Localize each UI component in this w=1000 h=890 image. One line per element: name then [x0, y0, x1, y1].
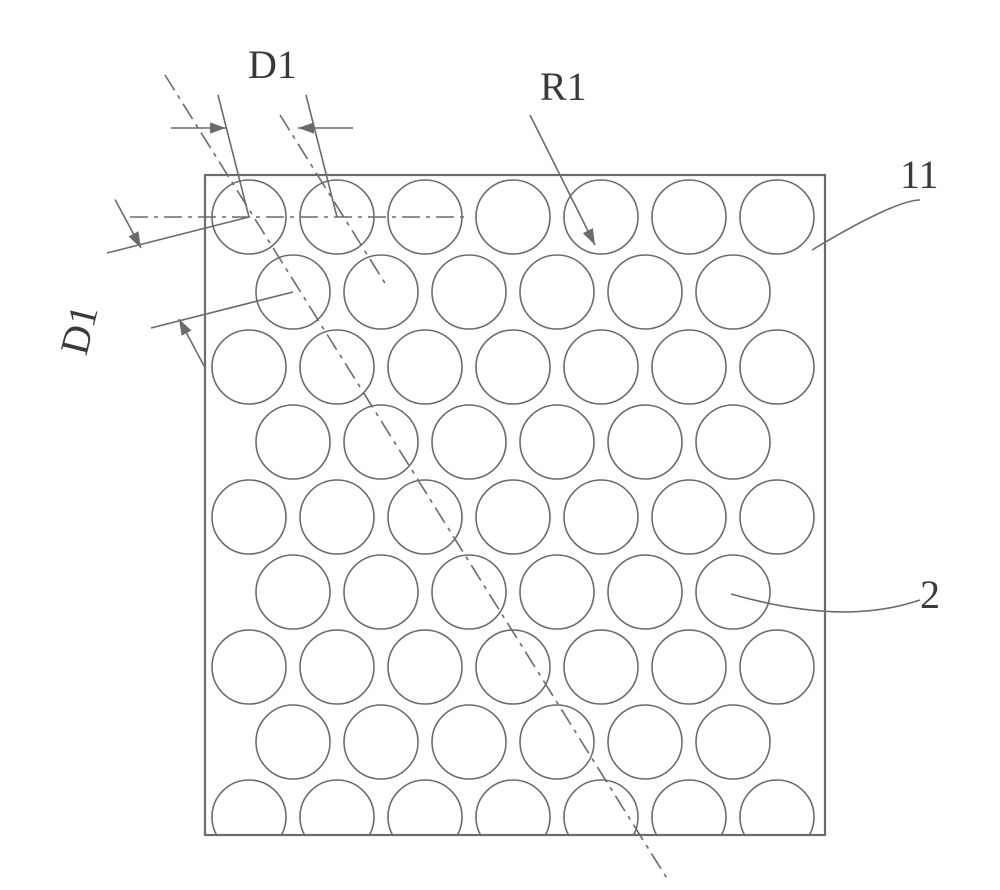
hole-circle	[696, 705, 770, 779]
hole-circle	[652, 480, 726, 554]
hole-circle	[476, 180, 550, 254]
hole-circle	[476, 480, 550, 554]
hole-circle	[300, 630, 374, 704]
hole-circle	[740, 480, 814, 554]
hole-circle	[564, 780, 638, 854]
hole-circle	[256, 405, 330, 479]
hole-circle	[652, 180, 726, 254]
hole-circle	[696, 255, 770, 329]
hole-circle	[432, 555, 506, 629]
hole-circle	[388, 780, 462, 854]
hole-circle	[388, 330, 462, 404]
hole-circle	[256, 555, 330, 629]
hole-pattern	[212, 180, 814, 854]
hole-circle	[608, 405, 682, 479]
hole-circle	[520, 705, 594, 779]
hole-circle	[212, 780, 286, 854]
hole-circle	[344, 555, 418, 629]
hole-circle	[520, 405, 594, 479]
hole-circle	[696, 555, 770, 629]
hole-circle	[564, 330, 638, 404]
hole-circle	[432, 405, 506, 479]
hole-circle	[740, 180, 814, 254]
hole-circle	[476, 330, 550, 404]
hole-circle	[608, 255, 682, 329]
label-D1-left: D1	[51, 301, 106, 359]
hole-circle	[432, 705, 506, 779]
hole-circle	[300, 480, 374, 554]
hole-circle	[608, 705, 682, 779]
hole-circle	[740, 630, 814, 704]
hole-circle	[256, 705, 330, 779]
hole-circle	[300, 780, 374, 854]
hole-circle	[212, 330, 286, 404]
hole-circle	[344, 405, 418, 479]
leader-ref-11	[812, 200, 920, 250]
hole-circle	[564, 630, 638, 704]
hole-circle	[564, 480, 638, 554]
hole-circle	[344, 705, 418, 779]
hole-circle	[652, 630, 726, 704]
dimension-D1-top	[171, 95, 353, 217]
leader-R1	[530, 115, 595, 245]
hole-circle	[476, 630, 550, 704]
label-D1-top: D1	[248, 42, 297, 87]
hole-circle	[212, 630, 286, 704]
label-ref-2: 2	[920, 572, 940, 617]
hole-circle	[652, 780, 726, 854]
dimension-D1-left	[107, 200, 293, 368]
centerlines	[130, 75, 668, 880]
hole-circle	[520, 255, 594, 329]
label-R1: R1	[540, 64, 587, 109]
hole-circle	[520, 555, 594, 629]
hole-circle	[212, 480, 286, 554]
hole-circle	[740, 780, 814, 854]
plate-outline	[205, 175, 825, 835]
hole-circle	[608, 555, 682, 629]
hole-circle	[652, 330, 726, 404]
hole-circle	[388, 630, 462, 704]
technical-diagram: D1 D1 R1 11 2	[0, 0, 1000, 890]
hole-circle	[696, 405, 770, 479]
hole-circle	[344, 255, 418, 329]
hole-circle	[564, 180, 638, 254]
hole-circle	[740, 330, 814, 404]
label-ref-11: 11	[900, 152, 939, 197]
hole-circle	[476, 780, 550, 854]
hole-circle	[432, 255, 506, 329]
